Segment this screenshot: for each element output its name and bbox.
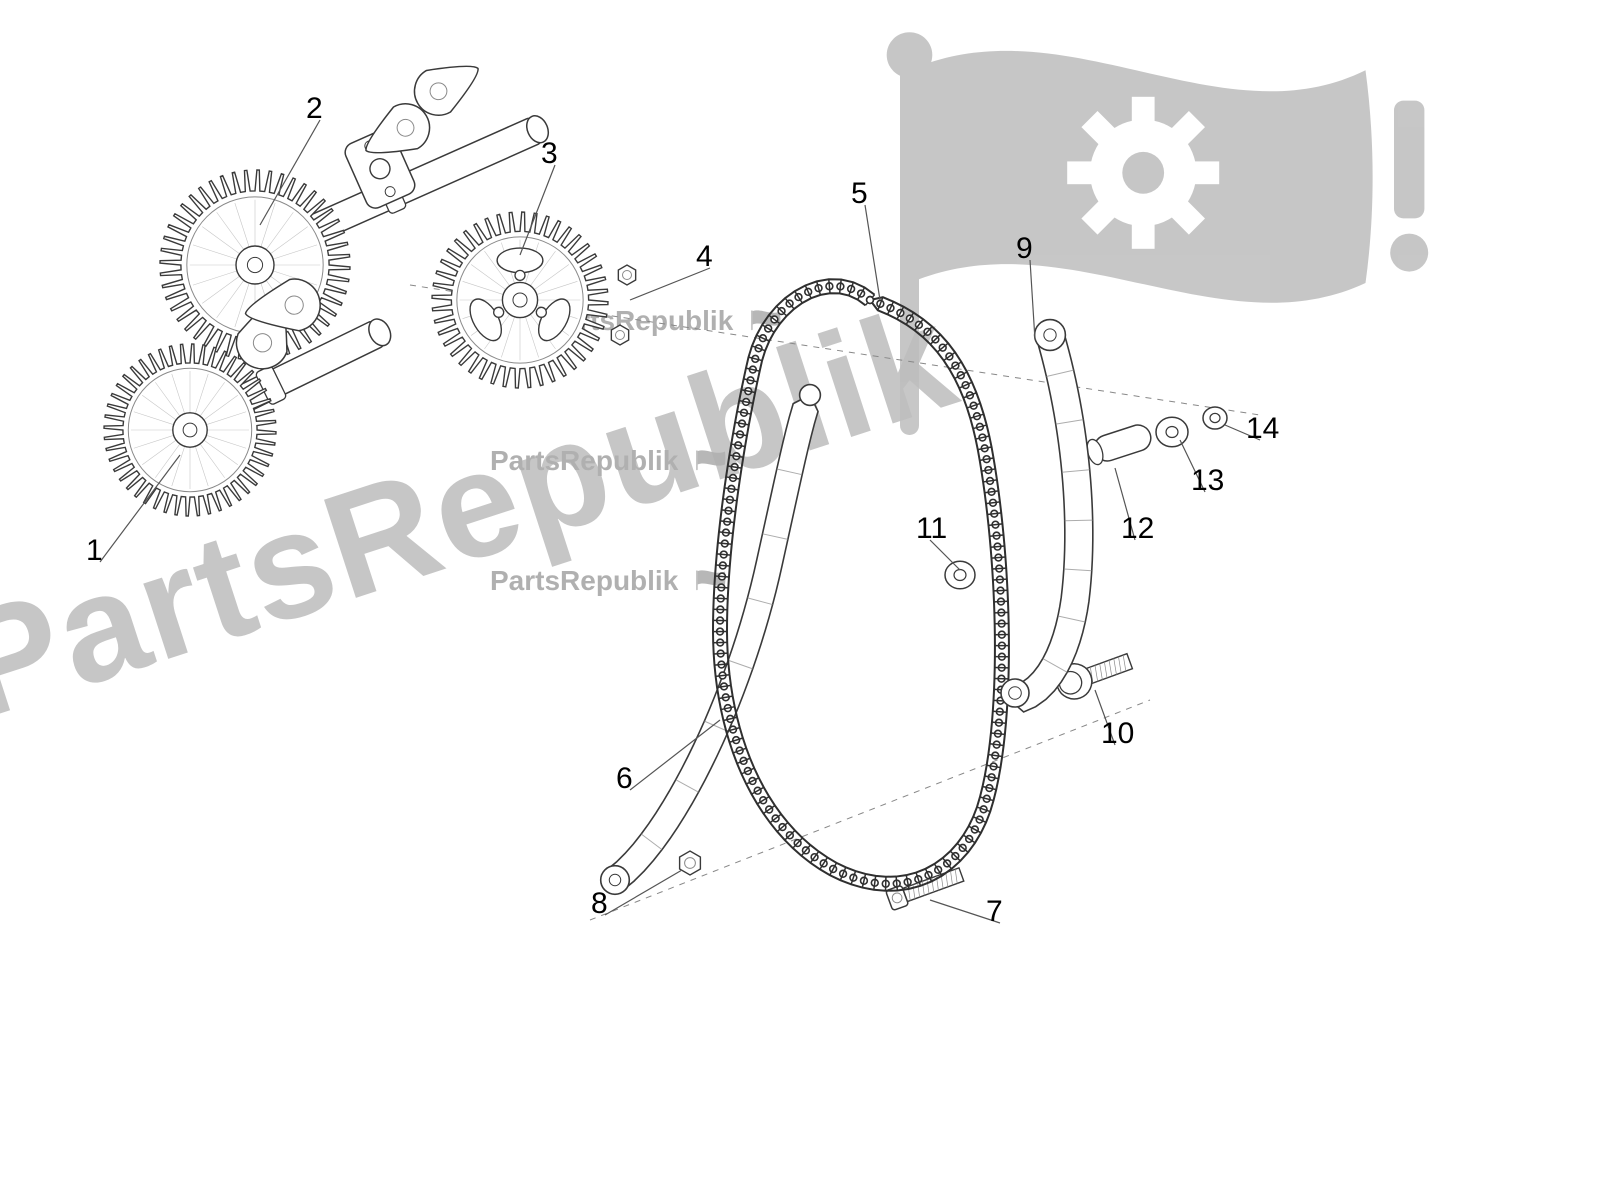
leader-line (865, 205, 880, 300)
leader-line (1180, 440, 1205, 492)
svg-text:PartsRepublik: PartsRepublik (490, 565, 679, 596)
leader-line (1030, 260, 1035, 340)
svg-text:PartsRepublik: PartsRepublik (490, 445, 679, 476)
leader-line (1225, 425, 1260, 440)
tensioner-arm (1001, 320, 1093, 712)
leader-line (930, 900, 1000, 923)
diagram-stage: PartsRepublikPartsRepublikPartsRepublikP… (0, 0, 1600, 1200)
leader-line (630, 268, 710, 300)
diagram-svg: PartsRepublikPartsRepublikPartsRepublikP… (0, 0, 1600, 1200)
leader-line (1095, 690, 1115, 745)
watermark-small: PartsRepublik (490, 565, 725, 596)
leader-line (1115, 468, 1135, 540)
sprocket (432, 212, 608, 388)
leader-line (930, 540, 960, 570)
